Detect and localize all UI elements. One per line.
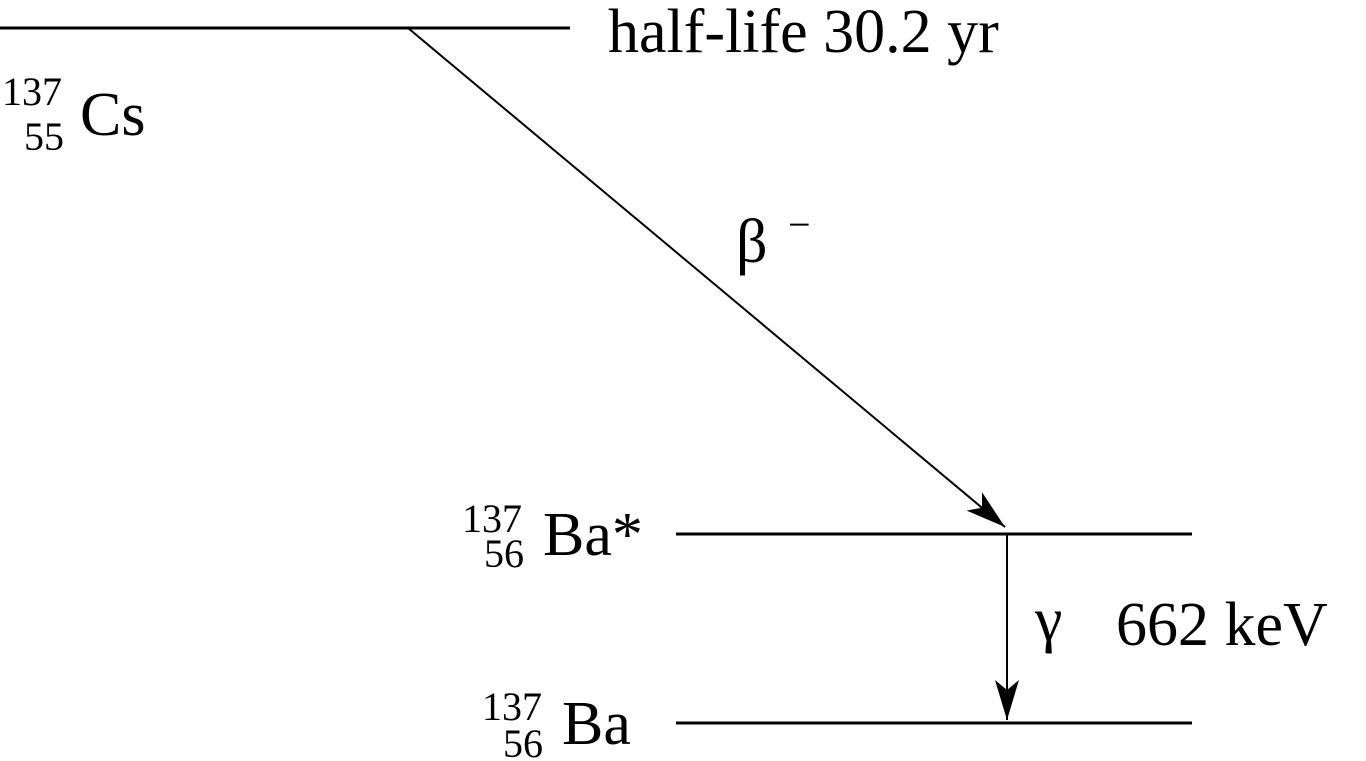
mass-number: 137 bbox=[482, 684, 542, 729]
atomic-number: 56 bbox=[503, 721, 543, 761]
beta-label: β bbox=[736, 208, 768, 276]
beta-sign: − bbox=[788, 202, 811, 247]
mass-number: 137 bbox=[2, 69, 62, 114]
element: Ba* bbox=[543, 501, 643, 569]
element: Ba bbox=[562, 690, 631, 758]
gamma-energy: 662 keV bbox=[1116, 591, 1328, 659]
element: Cs bbox=[80, 81, 145, 149]
half-life: half-life 30.2 yr bbox=[608, 0, 999, 66]
gamma-label: γ bbox=[1034, 586, 1062, 654]
atomic-number: 56 bbox=[484, 531, 524, 576]
mass-number: 137 bbox=[462, 496, 522, 541]
beta-arrow bbox=[407, 27, 1006, 528]
atomic-number: 55 bbox=[24, 114, 64, 159]
